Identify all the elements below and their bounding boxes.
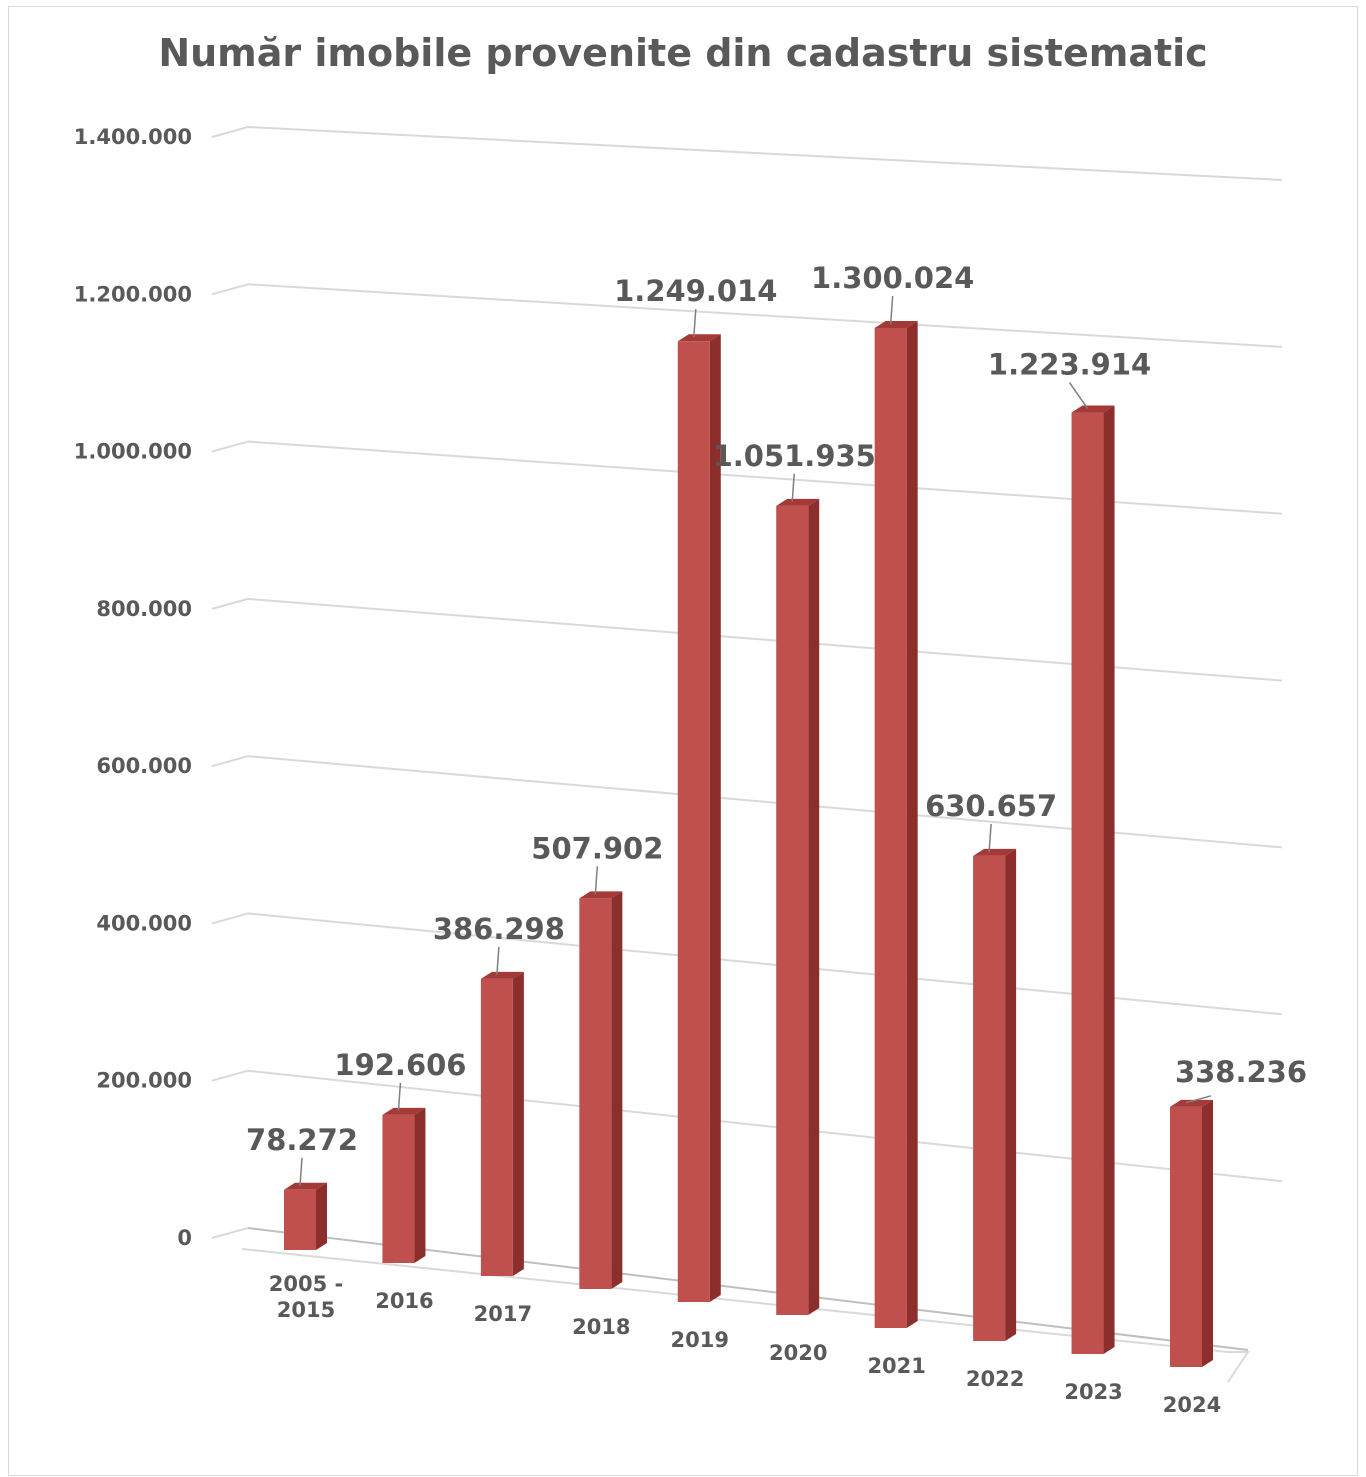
gridline bbox=[247, 283, 1283, 348]
data-label: 338.236 bbox=[1175, 1055, 1307, 1089]
y-tick-label: 1.000.000 bbox=[74, 440, 192, 464]
bar-side bbox=[414, 1107, 426, 1263]
x-tick-label: 2017 bbox=[474, 1302, 532, 1326]
leader-line bbox=[791, 473, 795, 502]
gridline-depth bbox=[211, 1069, 249, 1082]
y-tick-label: 400.000 bbox=[96, 911, 192, 935]
bar-top bbox=[579, 891, 623, 899]
data-label: 1.249.014 bbox=[614, 274, 777, 308]
gridline-depth bbox=[211, 912, 249, 925]
leader-line bbox=[594, 866, 599, 895]
x-tick-label: 2024 bbox=[1163, 1393, 1221, 1417]
bar bbox=[284, 1189, 316, 1250]
gridline-depth bbox=[211, 283, 249, 296]
bar-side bbox=[906, 321, 918, 1328]
x-tick-label: 2019 bbox=[671, 1328, 729, 1352]
data-label: 78.272 bbox=[246, 1123, 358, 1157]
y-tick-label: 0 bbox=[177, 1226, 192, 1250]
bar-top bbox=[382, 1107, 426, 1115]
gridline-depth bbox=[211, 755, 249, 768]
y-tick-label: 200.000 bbox=[96, 1069, 192, 1093]
bar-side bbox=[316, 1182, 327, 1250]
bar-top bbox=[776, 498, 820, 506]
gridline bbox=[247, 755, 1283, 849]
gridline-depth bbox=[211, 126, 249, 138]
x-tick-label: 2020 bbox=[769, 1341, 827, 1365]
data-label: 507.902 bbox=[531, 831, 663, 865]
leader-line bbox=[496, 946, 500, 975]
y-axis-ticks: 0 200.000 400.000 600.000 800.000 1.000.000 1.… bbox=[74, 125, 192, 1250]
data-labels: 78.272 192.606 386.298 507.902 1.249.014 1.05… bbox=[246, 261, 1307, 1186]
gridline bbox=[247, 126, 1283, 181]
gridline bbox=[247, 912, 1283, 1016]
bar-side bbox=[1005, 848, 1017, 1341]
x-tick-label: 2021 bbox=[867, 1354, 925, 1378]
bar-top bbox=[1170, 1099, 1213, 1107]
bar-side bbox=[709, 334, 721, 1302]
y-tick-label: 800.000 bbox=[96, 597, 192, 621]
bar-top bbox=[1071, 405, 1115, 413]
y-tick-label: 1.200.000 bbox=[74, 282, 192, 306]
x-tick-label: 2016 bbox=[375, 1289, 433, 1313]
leader-line bbox=[988, 823, 992, 852]
bar bbox=[1071, 412, 1104, 1355]
x-tick-label: 2022 bbox=[966, 1367, 1024, 1391]
data-label: 192.606 bbox=[334, 1048, 466, 1082]
bar-side bbox=[611, 891, 623, 1289]
x-tick-label: 2005 -2015 bbox=[269, 1272, 343, 1322]
bar-top bbox=[973, 848, 1017, 856]
bar-side bbox=[1202, 1099, 1213, 1367]
chart-title: Număr imobile provenite din cadastru sis… bbox=[158, 31, 1207, 75]
gridline-depth bbox=[211, 1227, 249, 1239]
bar bbox=[973, 855, 1006, 1341]
bar-top bbox=[677, 334, 721, 342]
floor-edge bbox=[241, 1248, 1250, 1383]
x-tick-label: 2023 bbox=[1064, 1380, 1122, 1404]
data-label: 630.657 bbox=[925, 789, 1057, 823]
bar bbox=[579, 898, 612, 1289]
gridlines bbox=[211, 126, 1283, 1383]
bar bbox=[382, 1114, 415, 1263]
gridline-depth bbox=[211, 597, 249, 610]
bar-side bbox=[512, 971, 524, 1276]
bar bbox=[874, 328, 907, 1328]
leader-line bbox=[693, 309, 697, 338]
leader-line bbox=[889, 295, 894, 325]
gridline bbox=[247, 597, 1283, 682]
x-tick-label: 2018 bbox=[572, 1315, 630, 1339]
bar-side bbox=[808, 498, 820, 1315]
leader-line bbox=[1068, 382, 1089, 409]
bar bbox=[776, 505, 809, 1315]
bar bbox=[480, 978, 513, 1276]
gridline-depth bbox=[211, 440, 249, 453]
bar-top bbox=[480, 971, 524, 979]
data-label: 1.223.914 bbox=[988, 348, 1151, 382]
y-tick-label: 1.400.000 bbox=[74, 125, 192, 149]
data-label: 386.298 bbox=[433, 912, 565, 946]
y-tick-label: 600.000 bbox=[96, 754, 192, 778]
bars bbox=[284, 321, 1213, 1367]
bar-top bbox=[284, 1182, 327, 1190]
bar bbox=[1170, 1106, 1202, 1367]
data-label: 1.051.935 bbox=[713, 439, 876, 473]
leader-line bbox=[397, 1082, 402, 1111]
bar bbox=[677, 341, 710, 1302]
leader-line bbox=[1185, 1095, 1212, 1104]
bar-side bbox=[1103, 405, 1115, 1355]
bar-top bbox=[874, 321, 918, 328]
x-axis-ticks: 2005 -2015 2016 2017 2018 2019 2020 2021 2022 20… bbox=[269, 1272, 1221, 1417]
leader-line bbox=[299, 1157, 303, 1186]
data-label: 1.300.024 bbox=[811, 261, 974, 295]
